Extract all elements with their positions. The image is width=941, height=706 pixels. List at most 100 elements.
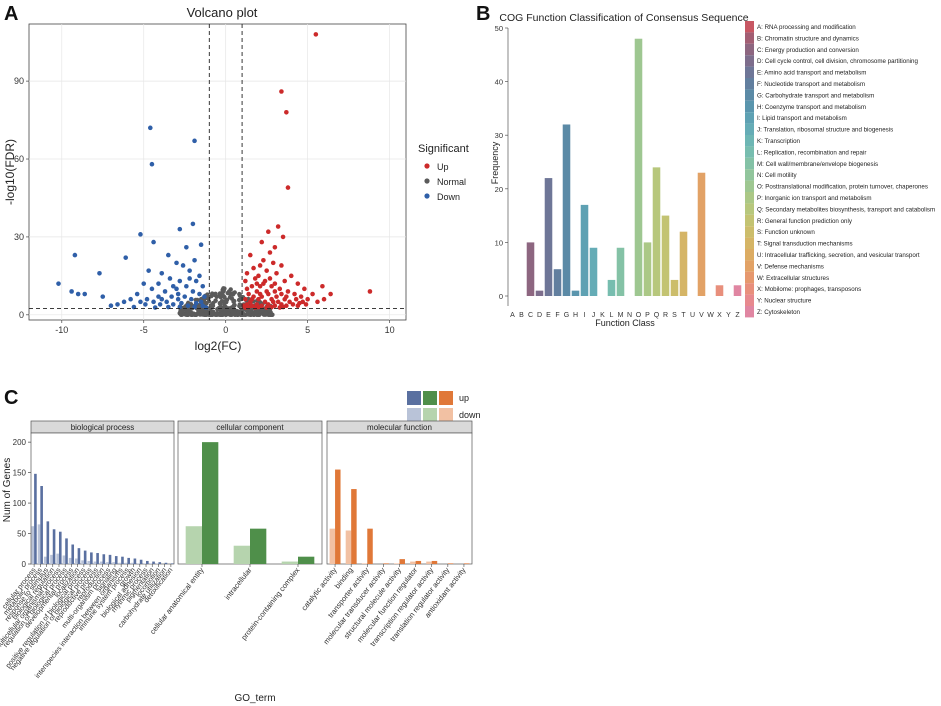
volcano-down-point [179,300,184,306]
volcano-up-point [285,185,291,190]
volcano-ytick-label: 60 [14,154,24,164]
volcano-up-point [257,283,263,289]
go-legend-up-3 [439,391,453,405]
volcano-down-point [151,299,156,305]
volcano-down-point [187,268,192,273]
cog-bar-q [652,167,661,296]
cog-legend-swatch [745,78,754,90]
volcano-up-point [252,276,258,281]
volcano-down-point [75,291,81,297]
volcano-up-point [284,109,289,115]
go-bar-down [118,562,122,564]
cog-legend-label: G: Carbohydrate transport and metabolism [757,92,874,99]
go-ytick-label: 200 [13,438,27,447]
cog-axes: 0 10 20 30 40 50 A B C D E F G H I J K L M N O P Q R S T U V W X Y Z [495,24,741,319]
cog-bar-z [733,285,742,296]
cog-legend-label: O: Posttranslational modification, prote… [757,184,928,191]
volcano-down-point [188,296,194,302]
go-bar-up [52,529,56,564]
go-bar-up [90,552,93,564]
cog-bar-j [589,247,598,296]
volcano-normal-point [222,294,227,300]
cog-bar-t [679,231,688,296]
go-bar-down [124,562,128,564]
volcano-normal-point [220,311,225,316]
volcano-xlabel: log2(FC) [195,339,242,353]
cog-bar-p [643,242,652,296]
volcano-down-point [108,303,114,309]
volcano-normal-point [213,298,218,304]
cog-xtick-label: G [564,312,569,319]
volcano-up-point [244,286,250,292]
volcano-normal-point [269,312,275,318]
cog-ylabel: Frequency [490,141,500,184]
volcano-normal-point [231,291,236,296]
volcano-down-point [138,232,143,237]
volcano-up-point [262,278,268,284]
cog-bar-r [661,215,670,296]
cog-legend-swatch [745,21,754,33]
volcano-up-point [264,305,269,310]
cog-xlabel: Function Class [595,318,655,328]
cog-legend-swatch [745,214,754,227]
volcano-up-point [279,89,284,94]
cog-legend-swatch [745,43,754,56]
volcano-up-point [259,239,265,245]
volcano-down-point [141,281,147,286]
go-bar-up [170,563,174,564]
volcano-down-point [175,296,181,302]
volcano-up-point [290,302,296,307]
cog-legend-swatch [745,89,754,101]
cog-xtick-label: L [610,312,614,319]
volcano-down-point [203,305,209,310]
go-bar-down [426,561,432,564]
go-bar-down [99,561,103,564]
volcano-up-point [280,234,286,240]
volcano-up-point [267,276,273,281]
cog-legend-swatch [745,271,754,284]
volcano-panel [28,23,407,321]
volcano-up-point [305,296,310,302]
volcano-up-point [256,273,261,279]
volcano-normal-points [177,286,275,318]
cog-legend-label: U: Intracellular trafficking, secretion,… [757,252,920,259]
go-bar-up [46,521,50,564]
go-bar-up [383,563,389,564]
volcano-down-point [187,276,192,281]
panel-letter-c: C [4,387,18,409]
go-bar-up [298,556,315,564]
cog-legend-label: S: Function unknown [757,229,815,236]
volcano-down-point [193,300,199,306]
go-bar-down [43,556,47,564]
volcano-up-point [295,281,301,286]
cog-xtick-label: P [645,312,650,319]
cog-xtick-label: T [681,312,686,319]
go-bar-up [71,544,75,564]
cog-bar-c [526,242,535,296]
cog-legend-label: D: Cell cycle control, cell division, ch… [757,58,918,65]
volcano-up-point [313,32,319,37]
go-bar-up [447,563,454,564]
cog-xtick-label: A [510,312,515,319]
volcano-up-point [279,263,284,268]
cog-legend-swatch [745,306,754,318]
cog-bar-o [634,38,643,296]
go-axes: 0 50 100 150 200 [13,438,31,569]
go-bar-up [463,563,470,564]
volcano-normal-point [186,311,191,317]
volcano-down-point [170,302,176,307]
go-bar-down [93,561,97,564]
cog-xtick-label: Y [726,312,731,319]
go-bar-down [87,560,91,564]
cog-legend-label: L: Replication, recombination and repair [757,149,866,156]
cog-legend-label: X: Mobilome: prophages, transposons [757,286,861,293]
volcano-down-point [202,294,207,299]
volcano-normal-point [237,302,242,307]
volcano-down-point [177,278,183,284]
volcano-up-point [257,263,263,268]
volcano-xtick-label: 5 [305,325,310,335]
go-xlabel: GO_term [234,693,275,704]
go-bar-up [114,556,118,564]
